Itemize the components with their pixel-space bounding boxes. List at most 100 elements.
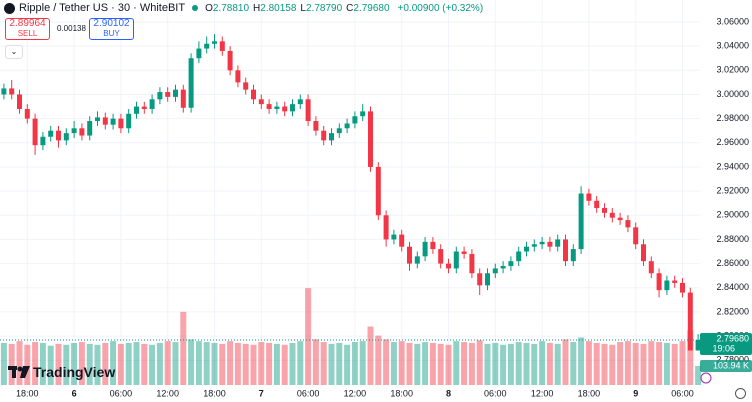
- volume-bar: [375, 335, 382, 385]
- volume-bar: [484, 343, 491, 385]
- y-tick-label: 2.86000: [716, 258, 749, 268]
- volume-bar: [398, 341, 405, 385]
- ohlc-value: 2.78790: [305, 2, 343, 14]
- buy-price: 2.90102: [93, 18, 130, 29]
- volume-bar: [546, 342, 553, 385]
- volume-bar: [125, 342, 132, 385]
- volume-bar: [367, 326, 374, 385]
- buy-label: BUY: [103, 29, 120, 38]
- volume-bar: [406, 342, 413, 385]
- candle-body: [609, 212, 615, 218]
- ohlc-value: 2.78810: [212, 2, 250, 14]
- candle-body: [508, 261, 514, 267]
- x-tick-label: 18:00: [390, 388, 413, 398]
- candle-body: [446, 263, 451, 269]
- x-tick-label: 8: [446, 388, 451, 398]
- volume-bar: [593, 342, 600, 385]
- volume-bar: [383, 339, 390, 385]
- volume-bar: [71, 342, 78, 385]
- volume-bar: [359, 341, 366, 385]
- candle-body: [274, 106, 280, 109]
- volume-bar: [8, 343, 15, 385]
- brand-logo: [8, 366, 30, 378]
- volume-bar: [266, 342, 273, 385]
- brand-name: TradingView: [33, 364, 116, 380]
- candle-body: [563, 239, 568, 262]
- volume-bar: [695, 365, 702, 385]
- candle-body: [477, 273, 483, 286]
- candle-body: [134, 106, 139, 114]
- y-tick-label: 2.94000: [716, 161, 749, 171]
- candles: [0, 34, 701, 351]
- volume-bar: [601, 343, 608, 385]
- sell-button[interactable]: 2.89964 SELL: [5, 18, 50, 40]
- candle-body: [531, 244, 537, 247]
- candle-body: [516, 251, 522, 262]
- candle-body: [453, 251, 459, 269]
- grid: [0, 0, 700, 385]
- volume-bar: [156, 342, 163, 385]
- volume-bar: [141, 343, 148, 385]
- volume-bar: [671, 343, 678, 385]
- candle-body: [461, 251, 467, 254]
- y-tick-label: 3.04000: [716, 41, 749, 51]
- volume-bar: [461, 342, 468, 385]
- candle-body: [32, 118, 38, 146]
- candle-body: [17, 94, 22, 109]
- symbol-title: Ripple / Tether US · 30 · WhiteBIT: [19, 2, 186, 14]
- volume-bar: [609, 344, 616, 385]
- candle-body: [570, 249, 576, 262]
- y-tick-label: 2.96000: [716, 137, 749, 147]
- collapse-button[interactable]: ⌄: [5, 45, 23, 59]
- candle-body: [414, 256, 420, 264]
- settings-button[interactable]: [735, 388, 746, 399]
- volume-bar: [445, 344, 452, 385]
- y-tick-label: 2.78000: [716, 355, 749, 365]
- candle-body: [344, 123, 350, 129]
- candle-body: [251, 89, 256, 100]
- spread: 0.00138: [57, 24, 86, 33]
- candle-body: [110, 118, 116, 125]
- volume-bar: [640, 343, 647, 385]
- volume-bar: [149, 344, 156, 385]
- candle-body: [71, 128, 77, 134]
- countdown: 19:06: [712, 343, 735, 353]
- candle-body: [266, 104, 272, 109]
- candle-body: [391, 234, 397, 240]
- volume-pane: [0, 288, 702, 385]
- volume-bar: [289, 342, 296, 385]
- candle-body: [368, 111, 373, 167]
- candle-body: [48, 130, 54, 137]
- volume-bar: [390, 342, 397, 385]
- x-tick-label: 06:00: [484, 388, 507, 398]
- x-tick-label: 06:00: [110, 388, 133, 398]
- volume-bar: [507, 343, 514, 385]
- candle-body: [219, 41, 225, 51]
- volume-bar: [422, 342, 429, 385]
- candle-body: [173, 89, 178, 97]
- volume-bar: [258, 342, 265, 385]
- ohlc-value: 2.79680: [353, 2, 390, 14]
- volume-bar: [570, 342, 577, 385]
- candle-body: [95, 117, 100, 122]
- candle-body: [321, 130, 327, 141]
- y-tick-label: 2.82000: [716, 306, 749, 316]
- volume-bar: [617, 342, 624, 385]
- candle-body: [290, 104, 295, 112]
- volume-bar: [624, 341, 631, 385]
- volume-bar: [554, 343, 561, 385]
- y-tick-label: 3.00000: [716, 89, 749, 99]
- x-tick-label: 12:00: [156, 388, 179, 398]
- candle-body: [648, 261, 654, 274]
- ohlc-value: 2.80158: [260, 2, 297, 14]
- ohlc-key: C: [346, 2, 354, 14]
- buy-button[interactable]: 2.90102 BUY: [89, 18, 134, 40]
- volume-bar: [656, 342, 663, 385]
- x-tick-label: 9: [633, 388, 638, 398]
- candle-body: [594, 200, 600, 209]
- change: +0.00900 (+0.32%): [397, 2, 484, 14]
- candle-body: [375, 166, 381, 216]
- volume-bar: [203, 342, 210, 385]
- sell-label: SELL: [17, 29, 38, 38]
- candle-body: [243, 82, 249, 90]
